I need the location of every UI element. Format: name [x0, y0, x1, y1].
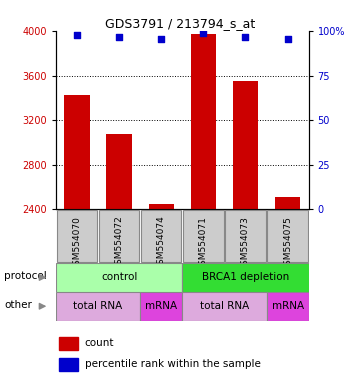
Point [243, 34, 248, 40]
Bar [182, 263, 309, 292]
Text: GSM554070: GSM554070 [73, 216, 82, 271]
Text: percentile rank within the sample: percentile rank within the sample [84, 359, 261, 369]
Text: GSM554074: GSM554074 [157, 216, 166, 270]
Text: BRCA1 depletion: BRCA1 depletion [202, 272, 289, 283]
Bar [233, 81, 258, 209]
Text: GSM554073: GSM554073 [241, 216, 250, 271]
Text: GSM554075: GSM554075 [283, 216, 292, 271]
Text: protocol: protocol [4, 271, 47, 281]
Bar [57, 210, 97, 262]
Point [285, 36, 291, 42]
Text: mRNA: mRNA [145, 301, 177, 311]
Text: GSM554072: GSM554072 [115, 216, 123, 270]
Point [116, 34, 122, 40]
Bar [64, 95, 90, 209]
Bar [149, 204, 174, 209]
Bar [268, 210, 308, 262]
Text: total RNA: total RNA [200, 301, 249, 311]
Text: total RNA: total RNA [73, 301, 123, 311]
Text: mRNA: mRNA [271, 301, 304, 311]
Bar [56, 292, 140, 321]
Bar [59, 358, 78, 371]
Text: other: other [4, 300, 32, 310]
Bar [99, 210, 139, 262]
Point [74, 32, 80, 38]
Bar [106, 134, 132, 209]
Text: count: count [84, 338, 114, 348]
Bar [266, 292, 309, 321]
Text: GDS3791 / 213794_s_at: GDS3791 / 213794_s_at [105, 17, 256, 30]
Bar [140, 292, 182, 321]
Bar [141, 210, 182, 262]
Bar [182, 292, 266, 321]
Bar [59, 337, 78, 349]
Bar [275, 197, 300, 209]
Point [200, 30, 206, 36]
Bar [183, 210, 223, 262]
Point [158, 36, 164, 42]
Bar [191, 34, 216, 209]
Text: GSM554071: GSM554071 [199, 216, 208, 271]
Text: control: control [101, 272, 137, 283]
Bar [225, 210, 266, 262]
Bar [56, 263, 182, 292]
